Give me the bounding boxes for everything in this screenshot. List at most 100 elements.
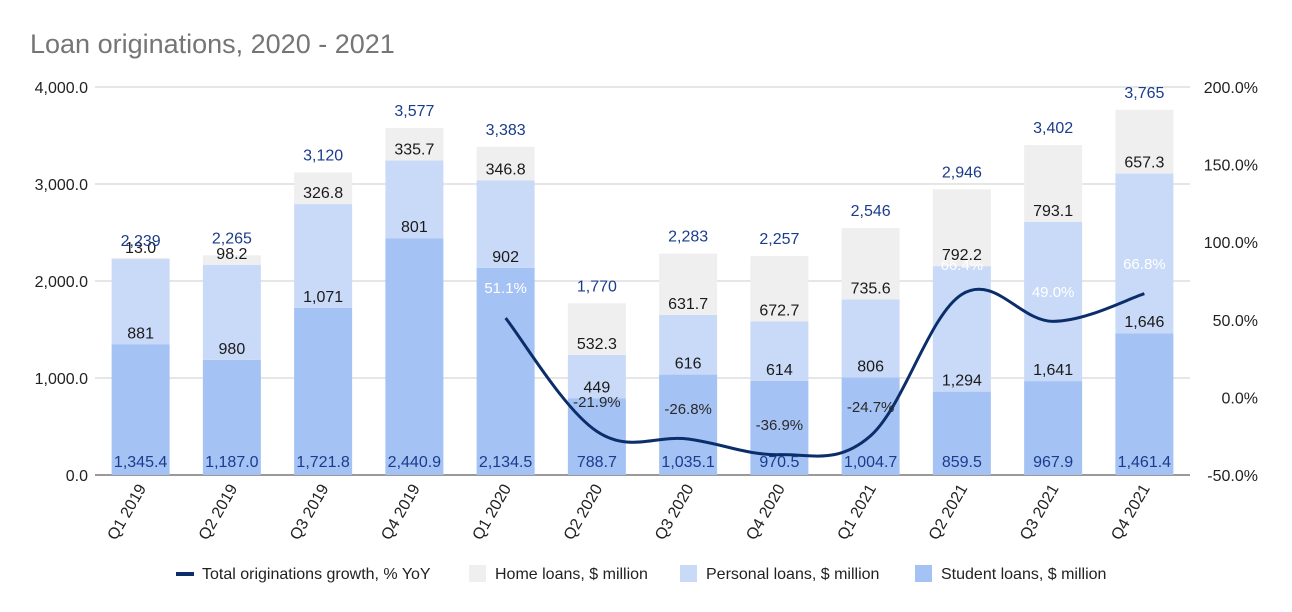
category-label: Q3 2019 [287,481,332,543]
category-tick: Q3 2019 [287,481,332,543]
label-home-2: 326.8 [303,185,343,202]
y-right-tick-label: 200.0% [1204,80,1258,97]
gridlines [95,86,1190,476]
bar-home-5 [567,303,626,355]
label-growth-7: -36.9% [756,417,804,434]
bar-personal-6 [659,314,718,375]
y-axis-left: 0.0 1,000.0 2,000.0 3,000.0 4,000.0 [35,80,88,485]
category-tick: Q1 2019 [105,481,150,543]
category-label: Q4 2021 [1108,481,1153,543]
bar-home-3 [385,127,444,161]
label-student-5: 788.7 [577,454,617,471]
bar-personal-9 [932,266,991,392]
bar-student-3 [385,238,444,475]
category-label: Q2 2019 [196,481,241,543]
bar-student-1 [202,359,261,475]
label-personal-6: 616 [675,356,702,373]
y-right-tick-label: 150.0% [1204,158,1258,175]
category-label: Q1 2020 [470,481,515,543]
label-student-10: 967.9 [1033,454,1073,471]
bar-home-8 [841,228,900,300]
label-student-11: 1,461.4 [1118,454,1171,471]
bar-personal-10 [1024,221,1083,382]
label-total-9: 2,946 [942,164,982,181]
category-label: Q2 2021 [926,481,971,543]
bar-home-6 [659,253,718,315]
label-personal-5: 449 [584,379,611,396]
legend-label: Total originations growth, % YoY [202,566,431,583]
category-label: Q2 2020 [561,481,606,543]
category-tick: Q1 2021 [835,481,880,543]
category-label: Q3 2020 [652,481,697,543]
legend-swatch-box [915,565,932,582]
category-label: Q3 2021 [1017,481,1062,543]
label-home-6: 631.7 [668,296,708,313]
data-labels: 1,345.4 881 13.02,239 1,187.0 980 98.22,265 1,… [114,85,1171,471]
growth-line-layer [504,287,1145,458]
bar-personal-3 [385,160,444,239]
y-right-tick-label: -50.0% [1207,468,1258,485]
label-personal-3: 801 [401,219,428,236]
bar-personal-2 [294,204,353,308]
label-total-2: 3,120 [303,147,343,164]
y-right-tick-label: 0.0% [1222,390,1258,407]
category-label: Q4 2019 [378,481,423,543]
bar-student-8 [841,377,900,475]
bar-home-2 [294,172,353,205]
category-tick: Q3 2021 [1017,481,1062,543]
bar-personal-8 [841,299,900,378]
label-personal-9: 1,294 [942,373,982,390]
category-tick: Q2 2021 [926,481,971,543]
bar-personal-1 [202,264,261,360]
label-home-11: 657.3 [1124,155,1164,172]
label-total-1: 2,265 [212,230,252,247]
label-total-11: 3,765 [1124,85,1164,102]
y-axis-right: -50.0% 0.0% 50.0% 100.0% 150.0% 200.0% [1204,80,1258,485]
legend: Total originations growth, % YoY Home loa… [176,565,1106,583]
label-total-6: 2,283 [668,229,708,246]
label-personal-11: 1,646 [1124,314,1164,331]
bar-student-11 [1115,333,1174,475]
legend-swatch-box [469,565,486,582]
category-label: Q1 2021 [835,481,880,543]
category-tick: Q1 2020 [470,481,515,543]
label-total-3: 3,577 [394,103,434,120]
bar-personal-11 [1115,173,1174,334]
label-total-0: 2,239 [121,233,161,250]
y-right-tick-label: 50.0% [1213,313,1258,330]
label-home-9: 792.2 [942,247,982,264]
growth-line [504,287,1145,458]
label-home-7: 672.7 [759,302,799,319]
bar-student-6 [659,374,718,475]
legend-home: Home loans, $ million [469,565,648,583]
bar-student-9 [932,391,991,475]
legend-label: Student loans, $ million [941,566,1106,583]
y-right-tick-label: 100.0% [1204,235,1258,252]
label-student-9: 859.5 [942,454,982,471]
label-personal-8: 806 [857,359,884,376]
label-home-5: 532.3 [577,336,617,353]
label-total-5: 1,770 [577,278,617,295]
label-total-8: 2,546 [851,203,891,220]
label-personal-2: 1,071 [303,289,343,306]
label-student-4: 2,134.5 [479,454,532,471]
label-home-4: 346.8 [486,161,526,178]
label-growth-9: 66.4% [941,257,984,274]
label-personal-10: 1,641 [1033,362,1073,379]
category-label: Q1 2019 [105,481,150,543]
label-student-3: 2,440.9 [388,454,441,471]
legend-growth: Total originations growth, % YoY [176,566,431,583]
category-tick: Q3 2020 [652,481,697,543]
label-student-8: 1,004.7 [844,454,897,471]
legend-label: Personal loans, $ million [706,566,879,583]
bar-student-7 [750,380,809,475]
bar-home-4 [476,146,535,181]
legend-student: Student loans, $ million [915,565,1106,583]
y-left-tick-label: 0.0 [66,468,88,485]
bar-home-7 [750,256,809,322]
label-student-6: 1,035.1 [661,454,714,471]
label-growth-11: 66.8% [1123,256,1166,273]
bar-personal-0 [111,259,170,345]
label-growth-8: -24.7% [847,399,895,416]
label-home-0: 13.0 [125,240,156,257]
